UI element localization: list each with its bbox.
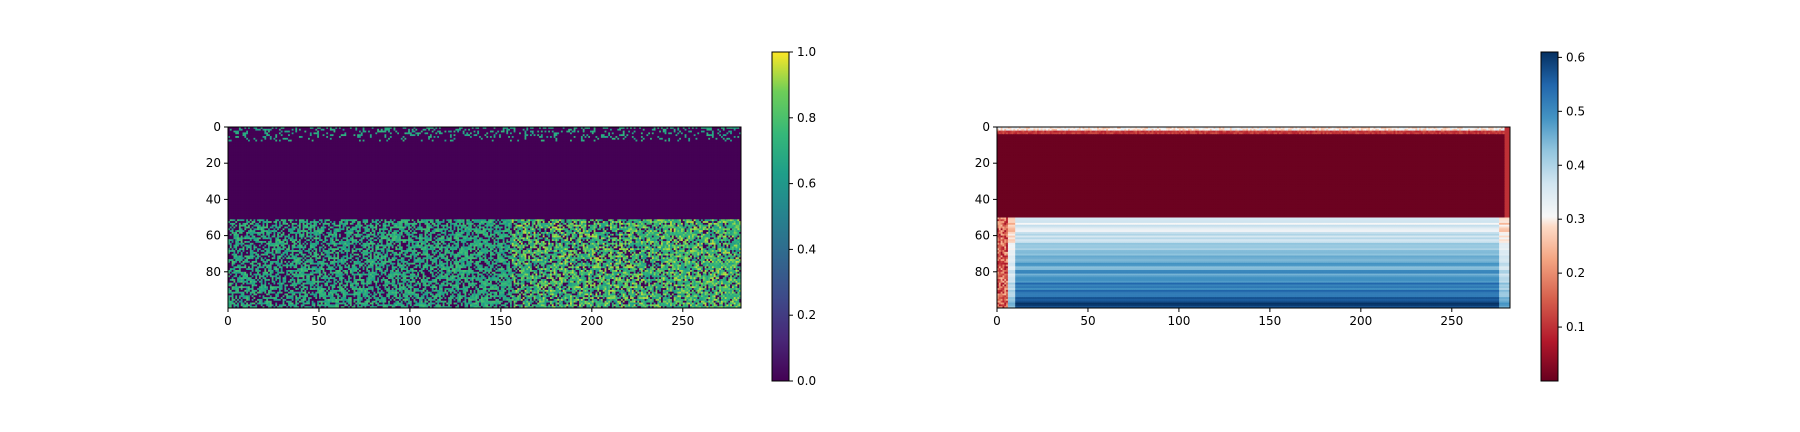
heatmap-left: 0 50 100 150 200 250 020406080	[206, 120, 742, 328]
